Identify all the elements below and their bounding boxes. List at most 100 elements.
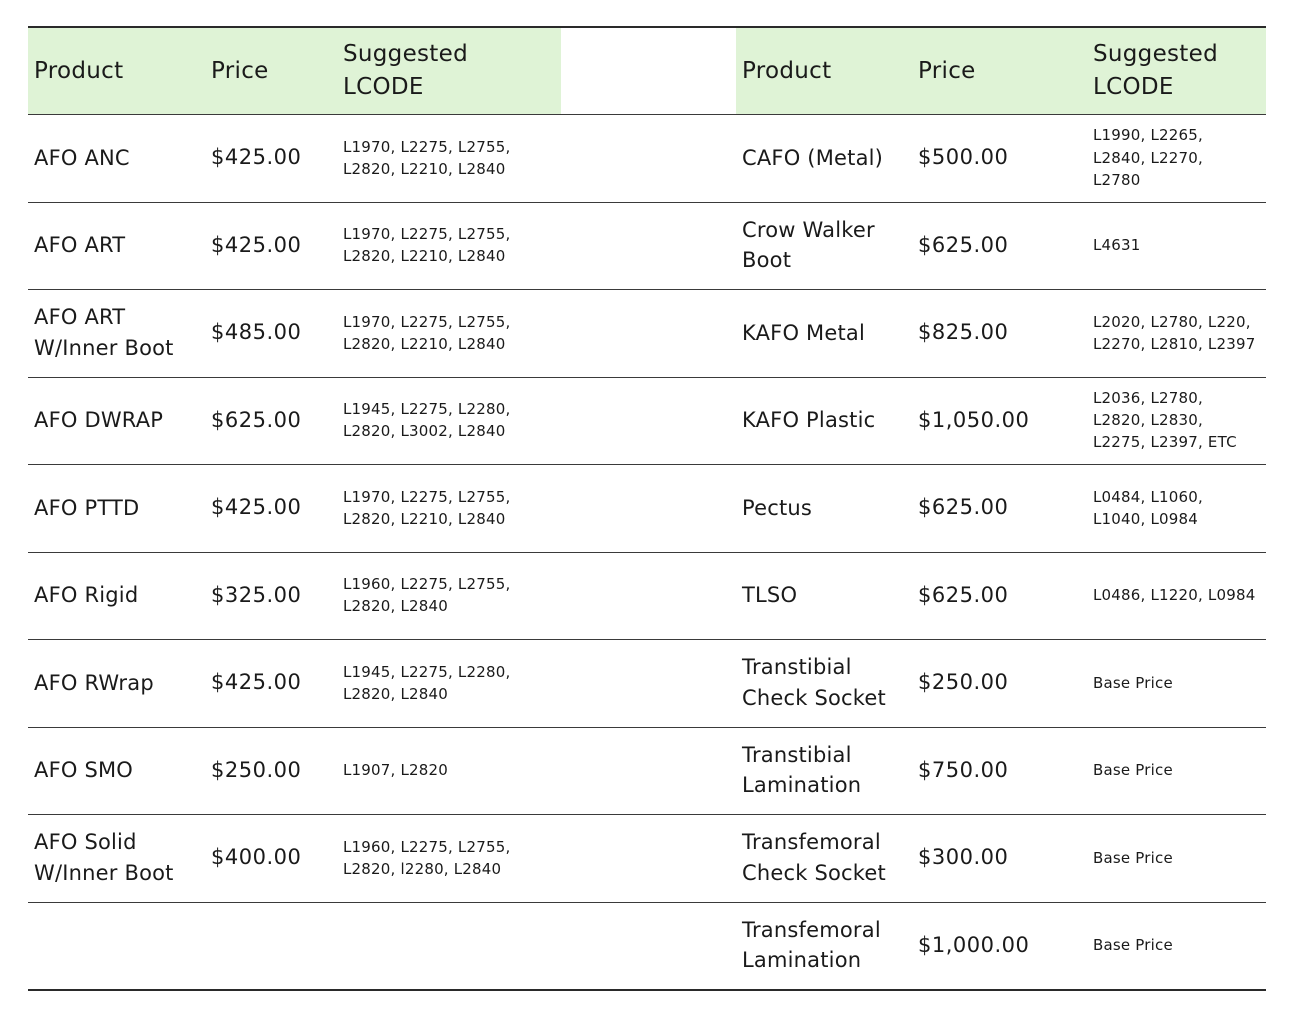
right-product: Transfemoral Lamination: [742, 917, 881, 973]
right-lcode-cell: L2020, L2780, L220, L2270, L2810, L2397: [1087, 289, 1287, 377]
left-header-background: [28, 28, 561, 114]
left-lcode-cell: L1960, L2275, L2755, L2820, L2840: [337, 552, 727, 640]
right-lcode: L4631: [1093, 236, 1141, 255]
row-divider: [28, 639, 1266, 640]
left-lcode-cell: L1970, L2275, L2755, L2820, L2210, L2840: [337, 289, 727, 377]
left-price-cell: $485.00: [205, 289, 375, 377]
row-divider: [28, 289, 1266, 290]
right-header-background: [736, 28, 1266, 114]
right-lcode-cell: Base Price: [1087, 902, 1287, 990]
right-product-cell: Transfemoral Lamination: [736, 902, 911, 990]
left-lcode: L1960, L2275, L2755, L2820, l2280, L2840: [343, 837, 511, 878]
right-price-cell: $300.00: [912, 814, 1082, 902]
left-product: AFO Rigid: [34, 583, 139, 608]
left-product: AFO ANC: [34, 145, 130, 170]
left-header-lcode-cell: Suggested LCODE: [337, 28, 727, 114]
row-divider: [28, 989, 1266, 991]
left-lcode-cell: L1970, L2275, L2755, L2820, L2210, L2840: [337, 202, 727, 290]
left-lcode: L1945, L2275, L2280, L2820, L2840: [343, 662, 511, 703]
right-lcode-cell: Base Price: [1087, 814, 1287, 902]
left-product-cell: AFO Solid W/Inner Boot: [28, 814, 203, 902]
right-product-cell: TLSO: [736, 552, 911, 640]
left-price: $425.00: [211, 232, 302, 257]
left-header-product-cell: Product: [28, 28, 198, 114]
right-price: $300.00: [918, 845, 1009, 870]
left-product: AFO Solid W/Inner Boot: [34, 830, 174, 885]
right-product-cell: Crow Walker Boot: [736, 202, 911, 290]
right-product: Pectus: [742, 495, 813, 520]
right-price: $1,050.00: [918, 407, 1030, 432]
left-price-cell: $425.00: [205, 114, 375, 202]
right-product: Crow Walker Boot: [742, 217, 875, 273]
right-price: $750.00: [918, 757, 1009, 782]
left-price-cell: $325.00: [205, 552, 375, 640]
left-header-lcode: Suggested LCODE: [343, 41, 468, 100]
left-lcode: L1945, L2275, L2280, L2820, L3002, L2840: [343, 400, 511, 441]
left-price-cell: $625.00: [205, 377, 375, 465]
right-product-cell: Transfemoral Check Socket: [736, 814, 911, 902]
left-lcode: L1970, L2275, L2755, L2820, L2210, L2840: [343, 487, 511, 528]
right-price: $625.00: [918, 232, 1009, 257]
left-product-cell: AFO Rigid: [28, 552, 203, 640]
right-lcode-cell: L0484, L1060, L1040, L0984: [1087, 464, 1287, 552]
left-lcode-cell: L1907, L2820: [337, 727, 727, 815]
left-lcode-cell: L1960, L2275, L2755, L2820, l2280, L2840: [337, 814, 727, 902]
left-header-price-cell: Price: [205, 28, 335, 114]
left-product: AFO ART W/Inner Boot: [34, 305, 174, 360]
right-price: $1,000.00: [918, 932, 1030, 957]
left-lcode: L1970, L2275, L2755, L2820, L2210, L2840: [343, 137, 511, 178]
right-price-cell: $625.00: [912, 552, 1082, 640]
left-product: AFO PTTD: [34, 495, 140, 520]
right-lcode-cell: Base Price: [1087, 639, 1287, 727]
left-lcode: L1907, L2820: [343, 761, 448, 780]
left-lcode-cell: L1945, L2275, L2280, L2820, L2840: [337, 639, 727, 727]
right-price-cell: $250.00: [912, 639, 1082, 727]
right-lcode-cell: L4631: [1087, 202, 1287, 290]
right-lcode: Base Price: [1093, 673, 1173, 692]
right-header-product-cell: Product: [736, 28, 906, 114]
right-header-price-cell: Price: [912, 28, 1042, 114]
right-lcode: L2020, L2780, L220, L2270, L2810, L2397: [1093, 312, 1256, 353]
left-lcode-cell: L1970, L2275, L2755, L2820, L2210, L2840: [337, 464, 727, 552]
right-product-cell: KAFO Metal: [736, 289, 911, 377]
right-header-product: Product: [742, 57, 832, 84]
right-header-price: Price: [918, 57, 976, 84]
row-divider: [28, 901, 1266, 903]
right-lcode-cell: L2036, L2780, L2820, L2830, L2275, L2397…: [1087, 377, 1287, 465]
right-product-cell: KAFO Plastic: [736, 377, 911, 465]
left-product-cell: AFO RWrap: [28, 639, 203, 727]
right-price: $250.00: [918, 670, 1009, 695]
right-product: CAFO (Metal): [742, 145, 884, 170]
right-price-cell: $625.00: [912, 464, 1082, 552]
left-price: $425.00: [211, 495, 302, 520]
left-price: $485.00: [211, 320, 302, 345]
right-product: Transfemoral Check Socket: [742, 830, 886, 885]
right-price-cell: $750.00: [912, 727, 1082, 815]
right-lcode: L0484, L1060, L1040, L0984: [1093, 487, 1203, 528]
left-product: AFO RWrap: [34, 670, 154, 695]
left-price: $400.00: [211, 845, 302, 870]
left-price-cell: $425.00: [205, 464, 375, 552]
left-product-cell: AFO ANC: [28, 114, 203, 202]
left-price: $425.00: [211, 145, 302, 170]
left-product-cell: AFO SMO: [28, 727, 203, 815]
left-price: $625.00: [211, 407, 302, 432]
right-product-cell: CAFO (Metal): [736, 114, 911, 202]
row-divider: [28, 726, 1266, 728]
right-product: Transtibial Lamination: [742, 742, 862, 798]
right-price: $500.00: [918, 145, 1009, 170]
row-divider: [28, 551, 1266, 553]
right-product-cell: Transtibial Lamination: [736, 727, 911, 815]
left-header-price: Price: [211, 57, 269, 84]
left-price: $425.00: [211, 670, 302, 695]
right-lcode: L2036, L2780, L2820, L2830, L2275, L2397…: [1093, 388, 1237, 452]
left-product: AFO SMO: [34, 758, 134, 783]
row-divider: [28, 814, 1266, 815]
row-divider: [28, 114, 1266, 115]
right-lcode-cell: Base Price: [1087, 727, 1287, 815]
right-header-lcode-cell: Suggested LCODE: [1087, 28, 1287, 114]
right-price-cell: $1,000.00: [912, 902, 1082, 990]
left-product-cell: AFO DWRAP: [28, 377, 203, 465]
left-lcode: L1970, L2275, L2755, L2820, L2210, L2840: [343, 312, 511, 353]
